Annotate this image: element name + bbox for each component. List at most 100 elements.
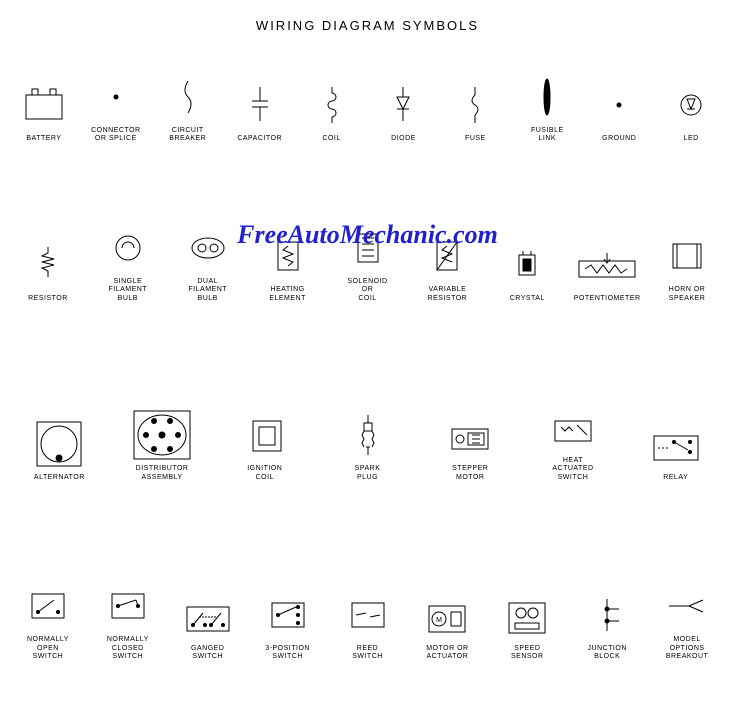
- symbol-dual-filament: DUAL FILAMENT BULB: [168, 224, 248, 303]
- symbol-heat-actuated: HEAT ACTUATED SWITCH: [522, 403, 625, 482]
- symbol-row-2: ALTERNATOR DISTRIBUTOR ASSEMBLY IGNITION C…: [0, 393, 735, 482]
- heating-element-label: HEATING ELEMENT: [269, 286, 306, 303]
- symbol-horn-speaker: HORN OR SPEAKER: [647, 232, 727, 303]
- battery-icon: [8, 81, 80, 129]
- junction-block-icon: [567, 591, 647, 639]
- circuit-breaker-icon: [152, 73, 224, 121]
- symbol-stepper-motor: STEPPER MOTOR: [419, 411, 522, 482]
- no-switch-icon: [8, 582, 88, 630]
- fusible-link-label: FUSIBLE LINK: [531, 127, 564, 144]
- 3pos-switch-icon: [248, 591, 328, 639]
- symbol-connector: CONNECTOR OR SPLICE: [80, 73, 152, 144]
- fuse-label: FUSE: [465, 135, 486, 143]
- symbol-diode: DIODE: [368, 81, 440, 143]
- symbol-coil: COIL: [296, 81, 368, 143]
- ignition-coil-label: IGNITION COIL: [247, 465, 282, 482]
- solenoid-label: SOLENOID OR COIL: [347, 278, 387, 303]
- horn-speaker-label: HORN OR SPEAKER: [669, 286, 706, 303]
- dual-filament-icon: [168, 224, 248, 272]
- ground-icon: [583, 81, 655, 129]
- junction-block-label: JUNCTION BLOCK: [587, 645, 626, 662]
- dual-filament-label: DUAL FILAMENT BULB: [188, 278, 227, 303]
- coil-icon: [296, 81, 368, 129]
- symbol-ganged-switch: GANGED SWITCH: [168, 591, 248, 662]
- reed-switch-icon: [328, 591, 408, 639]
- distributor-label: DISTRIBUTOR ASSEMBLY: [136, 465, 189, 482]
- symbol-grid: BATTERY CONNECTOR OR SPLICE CIRCUIT BREAKE…: [0, 63, 735, 661]
- ganged-switch-label: GANGED SWITCH: [191, 645, 224, 662]
- diode-label: DIODE: [391, 135, 416, 143]
- horn-speaker-icon: [647, 232, 727, 280]
- led-icon: [655, 81, 727, 129]
- resistor-label: RESISTOR: [28, 295, 68, 303]
- page-title: WIRING DIAGRAM SYMBOLS: [0, 0, 735, 43]
- speed-sensor-icon: [487, 591, 567, 639]
- single-filament-label: SINGLE FILAMENT BULB: [109, 278, 148, 303]
- crystal-label: CRYSTAL: [510, 295, 545, 303]
- symbol-relay: RELAY: [624, 420, 727, 482]
- alternator-label: ALTERNATOR: [34, 474, 85, 482]
- potentiometer-label: POTENTIOMETER: [574, 295, 641, 303]
- stepper-motor-label: STEPPER MOTOR: [452, 465, 488, 482]
- heat-actuated-label: HEAT ACTUATED SWITCH: [552, 457, 593, 482]
- symbol-model-options: MODEL OPTIONS BREAKOUT: [647, 582, 727, 661]
- symbol-circuit-breaker: CIRCUIT BREAKER: [152, 73, 224, 144]
- no-switch-label: NORMALLY OPEN SWITCH: [27, 636, 69, 661]
- symbol-fusible-link: FUSIBLE LINK: [511, 73, 583, 144]
- symbol-alternator: ALTERNATOR: [8, 420, 111, 482]
- symbol-resistor: RESISTOR: [8, 241, 88, 303]
- diode-icon: [368, 81, 440, 129]
- symbol-battery: BATTERY: [8, 81, 80, 143]
- symbol-potentiometer: POTENTIOMETER: [567, 241, 647, 303]
- symbol-ignition-coil: IGNITION COIL: [213, 411, 316, 482]
- capacitor-label: CAPACITOR: [237, 135, 282, 143]
- connector-icon: [80, 73, 152, 121]
- alternator-icon: [8, 420, 111, 468]
- stepper-motor-icon: [419, 411, 522, 459]
- symbol-motor-actuator: MOTOR OR ACTUATOR: [407, 591, 487, 662]
- symbol-speed-sensor: SPEED SENSOR: [487, 591, 567, 662]
- heat-actuated-icon: [522, 403, 625, 451]
- symbol-crystal: CRYSTAL: [487, 241, 567, 303]
- ganged-switch-icon: [168, 591, 248, 639]
- motor-actuator-label: MOTOR OR ACTUATOR: [426, 645, 468, 662]
- model-options-icon: [647, 582, 727, 630]
- circuit-breaker-label: CIRCUIT BREAKER: [169, 127, 206, 144]
- distributor-icon: [111, 411, 214, 459]
- symbol-fuse: FUSE: [439, 81, 511, 143]
- symbol-capacitor: CAPACITOR: [224, 81, 296, 143]
- relay-label: RELAY: [663, 474, 688, 482]
- fuse-icon: [439, 81, 511, 129]
- reed-switch-label: REED SWITCH: [352, 645, 383, 662]
- symbol-ground: GROUND: [583, 81, 655, 143]
- symbol-junction-block: JUNCTION BLOCK: [567, 591, 647, 662]
- symbol-row-3: NORMALLY OPEN SWITCH NORMALLY CLOSED SWIT…: [0, 572, 735, 661]
- symbol-3pos-switch: 3-POSITION SWITCH: [248, 591, 328, 662]
- nc-switch-label: NORMALLY CLOSED SWITCH: [107, 636, 149, 661]
- symbol-distributor: DISTRIBUTOR ASSEMBLY: [111, 411, 214, 482]
- 3pos-switch-label: 3-POSITION SWITCH: [265, 645, 310, 662]
- ground-label: GROUND: [602, 135, 636, 143]
- variable-resistor-label: VARIABLE RESISTOR: [428, 286, 468, 303]
- spark-plug-icon: [316, 411, 419, 459]
- single-filament-icon: [88, 224, 168, 272]
- coil-label: COIL: [322, 135, 340, 143]
- resistor-icon: [8, 241, 88, 289]
- symbol-reed-switch: REED SWITCH: [328, 591, 408, 662]
- model-options-label: MODEL OPTIONS BREAKOUT: [666, 636, 709, 661]
- motor-actuator-icon: [407, 591, 487, 639]
- symbol-led: LED: [655, 81, 727, 143]
- symbol-row-0: BATTERY CONNECTOR OR SPLICE CIRCUIT BREAKE…: [0, 63, 735, 144]
- watermark-text: FreeAutoMechanic.com: [237, 220, 498, 250]
- capacitor-icon: [224, 81, 296, 129]
- ignition-coil-icon: [213, 411, 316, 459]
- led-label: LED: [684, 135, 699, 143]
- symbol-nc-switch: NORMALLY CLOSED SWITCH: [88, 582, 168, 661]
- connector-label: CONNECTOR OR SPLICE: [91, 127, 140, 144]
- speed-sensor-label: SPEED SENSOR: [511, 645, 544, 662]
- battery-label: BATTERY: [26, 135, 61, 143]
- relay-icon: [624, 420, 727, 468]
- nc-switch-icon: [88, 582, 168, 630]
- crystal-icon: [487, 241, 567, 289]
- fusible-link-icon: [511, 73, 583, 121]
